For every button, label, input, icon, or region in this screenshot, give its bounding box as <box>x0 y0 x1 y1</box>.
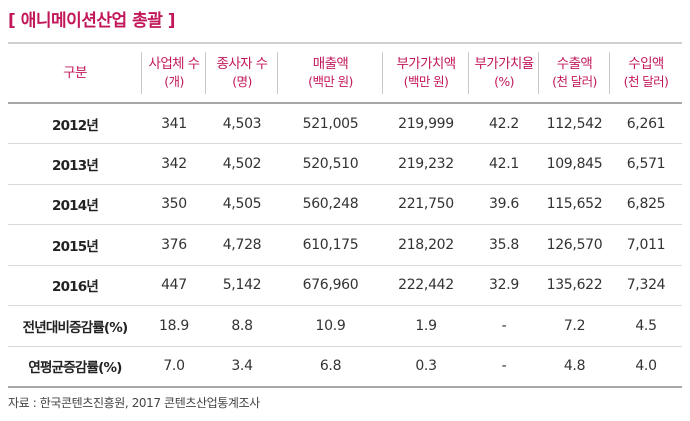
row-label: 2016년 <box>52 279 99 296</box>
table-cell: 5,142 <box>222 277 262 294</box>
table-cell: 126,570 <box>546 236 603 253</box>
table-cell: 6,825 <box>626 196 666 213</box>
table-cell: 6,571 <box>626 155 666 172</box>
table-cell: - <box>501 358 507 374</box>
column-header-unit: (%) <box>494 74 514 89</box>
column-header-unit: (명) <box>232 74 252 89</box>
table-cell: 447 <box>161 277 187 294</box>
table-cell: 42.2 <box>489 115 519 132</box>
table-row: 2015년 376 4,728 610,175 218,202 35.8 126… <box>8 225 682 265</box>
table-cell: 7,324 <box>626 277 666 294</box>
column-header: 수출액 (천 달러) <box>539 42 610 104</box>
table-cell: 1.9 <box>415 317 437 334</box>
table-cell: 4.5 <box>635 317 657 334</box>
table-title: [ 애니메이션산업 총괄 ] <box>8 11 176 31</box>
row-label: 2013년 <box>52 157 99 174</box>
table-cell: 3.4 <box>231 358 253 374</box>
table-row: 2014년 350 4,505 560,248 221,750 39.6 115… <box>8 184 682 225</box>
column-header-unit: (백만 원) <box>403 74 449 89</box>
column-header: 부가가치율 (%) <box>469 42 539 104</box>
table-cell: 4,505 <box>222 196 262 213</box>
column-header-label: 부가가치액 <box>396 56 456 72</box>
table-cell: 6,261 <box>626 115 666 132</box>
column-header: 부가가치액 (백만 원) <box>383 42 469 104</box>
table-header-row: 구분 사업체 수 (개) 종사자 수 (명) 매출액 (백만 원) 부가가치액 … <box>8 42 682 104</box>
table-cell: 610,175 <box>302 236 359 253</box>
table-row: 2013년 342 4,502 520,510 219,232 42.1 109… <box>8 144 682 184</box>
table-cell: 676,960 <box>302 277 359 294</box>
column-header-unit: (개) <box>164 74 184 89</box>
table-row: 전년대비증감률(%) 18.9 8.8 10.9 1.9 - 7.2 4.5 <box>8 306 682 346</box>
column-header: 구분 <box>8 42 142 104</box>
table-cell: 8.8 <box>231 317 253 334</box>
table-cell: 4,502 <box>222 155 262 172</box>
column-header: 종사자 수 (명) <box>206 42 278 104</box>
table-cell: 221,750 <box>398 196 454 213</box>
table-cell: 135,622 <box>546 277 603 294</box>
column-header: 수입액 (천 달러) <box>610 42 682 104</box>
table-cell: 4.0 <box>635 358 657 374</box>
column-header-label: 사업체 수 <box>148 56 201 72</box>
row-label: 연평균증감률(%) <box>28 360 122 376</box>
column-header: 사업체 수 (개) <box>142 42 206 104</box>
table-cell: 341 <box>161 115 187 132</box>
table-cell: 6.8 <box>319 358 342 374</box>
table-cell: 10.9 <box>315 317 346 334</box>
table-cell: - <box>501 317 507 334</box>
table-cell: 520,510 <box>302 155 359 172</box>
table-cell: 7,011 <box>626 236 666 253</box>
row-label: 2015년 <box>52 238 99 255</box>
column-header-label: 매출액 <box>312 56 349 72</box>
table-cell: 35.8 <box>489 236 519 253</box>
table-row: 2012년 341 4,503 521,005 219,999 42.2 112… <box>8 103 682 144</box>
table-cell: 4,503 <box>222 115 262 132</box>
table-cell: 42.1 <box>489 155 519 172</box>
row-label: 2012년 <box>52 117 99 134</box>
row-label: 2014년 <box>52 198 99 215</box>
table-cell: 521,005 <box>302 115 359 132</box>
column-header-label: 종사자 수 <box>216 56 269 72</box>
table-row: 2016년 447 5,142 676,960 222,442 32.9 135… <box>8 265 682 306</box>
animation-industry-table: 구분 사업체 수 (개) 종사자 수 (명) 매출액 (백만 원) 부가가치액 … <box>8 42 682 388</box>
table-cell: 560,248 <box>302 196 359 213</box>
table-cell: 18.9 <box>159 317 189 334</box>
table-cell: 32.9 <box>489 277 519 294</box>
table-row: 연평균증감률(%) 7.0 3.4 6.8 0.3 - 4.8 4.0 <box>8 346 682 387</box>
column-header-label: 구분 <box>63 65 87 81</box>
table-cell: 0.3 <box>415 358 437 374</box>
column-header-label: 수출액 <box>556 56 593 72</box>
table-cell: 376 <box>161 236 187 253</box>
table-cell: 115,652 <box>546 196 603 213</box>
table-cell: 7.2 <box>563 317 586 334</box>
table-cell: 4,728 <box>222 236 262 253</box>
table-cell: 109,845 <box>546 155 603 172</box>
table-cell: 350 <box>161 196 187 213</box>
table-cell: 218,202 <box>398 236 454 253</box>
table-cell: 342 <box>161 155 187 172</box>
table-cell: 222,442 <box>398 277 454 294</box>
column-header-unit: (천 달러) <box>552 74 597 89</box>
column-header-unit: (백만 원) <box>308 74 353 89</box>
column-header-label: 수입액 <box>628 56 664 72</box>
column-header-unit: (천 달러) <box>623 74 669 89</box>
row-label: 전년대비증감률(%) <box>22 319 129 336</box>
statistics-table-container: 구분 사업체 수 (개) 종사자 수 (명) 매출액 (백만 원) 부가가치액 … <box>8 42 682 388</box>
table-cell: 7.0 <box>163 358 185 374</box>
table-cell: 219,232 <box>398 155 454 172</box>
column-header-label: 부가가치율 <box>474 56 534 72</box>
table-cell: 112,542 <box>546 115 603 132</box>
table-cell: 39.6 <box>489 196 519 213</box>
table-cell: 219,999 <box>398 115 454 132</box>
table-cell: 4.8 <box>563 358 586 374</box>
source-note: 자료 : 한국콘텐츠진흥원, 2017 콘텐츠산업통계조사 <box>8 396 260 410</box>
column-header: 매출액 (백만 원) <box>278 42 383 104</box>
